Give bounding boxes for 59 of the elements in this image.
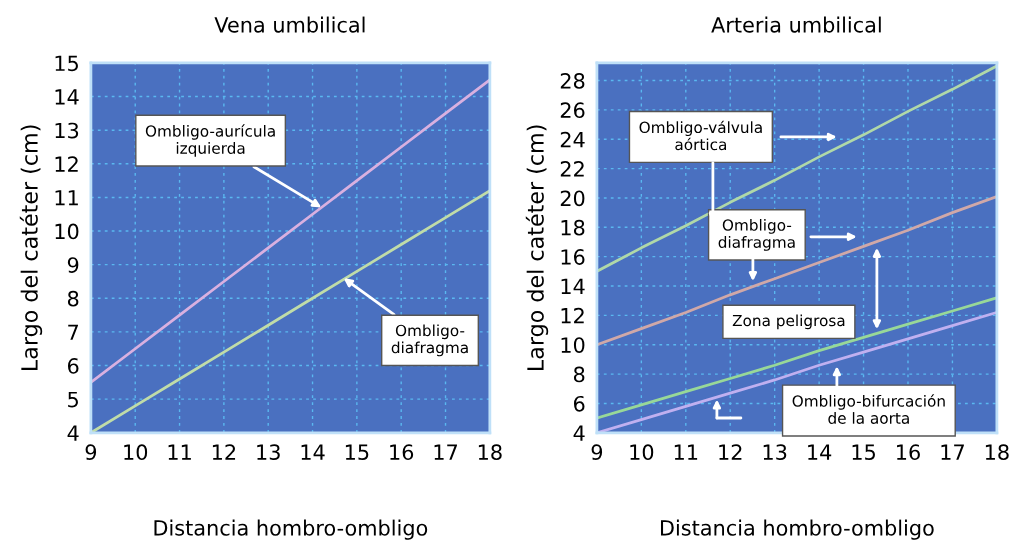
x-tick-label: 10 [630,444,654,461]
annotation: Ombligo- diafragma [391,324,468,357]
x-tick-label: 17 [941,444,964,460]
x-tick-label: 10 [124,444,148,461]
x-tick-label: 14 [301,444,325,460]
x-axis-title: Distancia hombro-ombligo [661,519,934,540]
annotation: Ombligo-válvula aórtica [639,120,762,151]
y-tick-label: 22 [560,161,584,177]
y-tick-label: 12 [55,156,78,172]
y-tick-label: 24 [560,131,585,148]
y-tick-label: 14 [561,278,585,294]
x-tick-label: 15 [345,444,369,461]
x-tick-label: 18 [985,444,1009,461]
annotation: Ombligo-aurícula izquierda [145,124,275,157]
x-tick-label: 9 [85,444,97,461]
x-tick-label: 13 [763,444,787,461]
annotation: Ombligo- diafragma [718,218,795,251]
y-tick-label: 5 [68,391,78,408]
y-tick-label: 10 [55,223,79,240]
x-tick-label: 9 [591,444,603,461]
y-axis-title: Largo del catéter (cm) [525,125,549,370]
y-tick-label: 4 [573,425,585,441]
annotation: Zona peligrosa [732,314,845,330]
y-tick-label: 4 [67,425,79,441]
x-tick-label: 12 [212,444,236,460]
y-tick-label: 18 [561,219,585,236]
x-axis-title: Distancia hombro-ombligo [154,519,428,540]
y-tick-label: 8 [67,290,79,307]
chart-title: Vena umbilical [214,16,365,33]
line-series [596,195,997,347]
y-tick-label: 7 [68,324,79,340]
y-tick-label: 15 [55,55,78,72]
chart-title: Arteria umbilical [711,16,881,33]
y-tick-label: 12 [561,307,584,324]
y-tick-label: 14 [55,89,79,105]
x-tick-label: 17 [434,444,457,460]
y-tick-label: 6 [67,358,79,374]
y-tick-label: 9 [67,257,79,273]
line-series [90,78,490,384]
x-tick-label: 13 [257,444,280,461]
x-tick-label: 11 [168,444,191,460]
x-tick-label: 15 [852,444,875,461]
x-tick-label: 16 [897,444,920,461]
y-tick-label: 16 [561,249,585,265]
y-tick-label: 26 [560,102,585,119]
y-tick-label: 20 [560,190,585,207]
y-axis-title: Largo del catéter (cm) [19,125,43,370]
y-tick-label: 8 [573,366,585,383]
y-tick-label: 11 [55,190,78,206]
y-tick-label: 13 [55,122,79,139]
x-tick-label: 16 [390,444,414,461]
x-tick-label: 12 [719,444,742,460]
annotation: Ombligo-bifurcación de la aorta [792,394,945,424]
y-tick-label: 10 [561,337,585,353]
y-tick-label: 6 [574,395,585,412]
x-tick-label: 18 [478,444,502,461]
x-tick-label: 11 [674,444,698,460]
x-tick-label: 14 [808,444,832,460]
y-tick-label: 28 [560,73,585,89]
